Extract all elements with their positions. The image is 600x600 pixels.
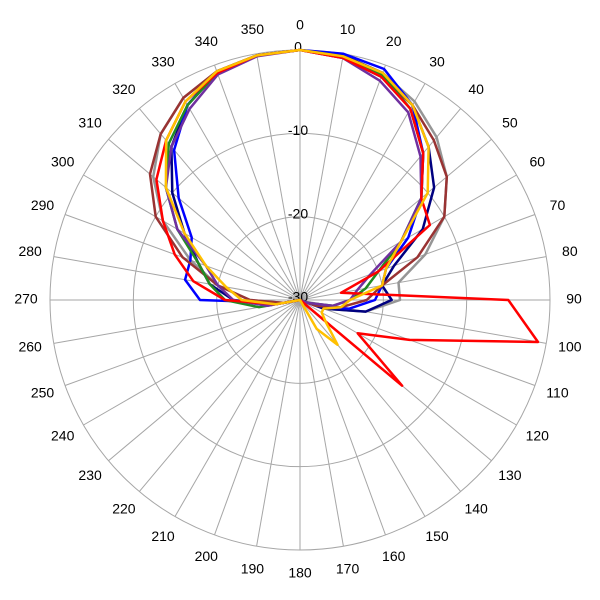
angle-label: 40 <box>468 81 484 97</box>
angle-label: 170 <box>336 561 360 577</box>
spoke <box>64 299 301 386</box>
angle-label: 270 <box>14 291 38 307</box>
spoke <box>299 64 386 301</box>
angle-label: 50 <box>502 115 518 131</box>
spoke <box>214 64 301 301</box>
angle-label: 70 <box>550 197 566 213</box>
grid-circle <box>132 132 468 468</box>
angle-label: 260 <box>18 338 42 354</box>
angle-label: 280 <box>18 243 42 259</box>
angle-label: 340 <box>195 33 219 49</box>
angle-label: 150 <box>425 528 449 544</box>
radial-label: 0 <box>294 39 302 55</box>
spoke <box>299 299 462 492</box>
radial-label: -20 <box>288 205 308 221</box>
spoke <box>108 138 301 301</box>
angle-label: 180 <box>288 565 312 581</box>
spoke <box>299 299 517 426</box>
spoke <box>83 299 301 426</box>
angle-label: 220 <box>112 501 136 517</box>
angle-label: 120 <box>526 428 550 444</box>
angle-label: 190 <box>241 561 265 577</box>
angle-label: 330 <box>151 53 175 69</box>
angle-label: 0 <box>296 17 304 33</box>
spoke <box>299 299 426 517</box>
angle-label: 140 <box>464 501 488 517</box>
angle-label: 110 <box>546 384 569 400</box>
angle-label: 100 <box>558 338 582 354</box>
spoke <box>108 299 301 462</box>
angle-label: 290 <box>31 197 55 213</box>
angle-label: 230 <box>78 467 102 483</box>
angle-label: 200 <box>195 548 219 564</box>
spoke <box>299 53 344 301</box>
spoke <box>174 299 301 517</box>
spoke <box>214 299 301 536</box>
spoke <box>256 53 301 301</box>
spoke <box>299 299 386 536</box>
spoke <box>299 138 492 301</box>
angle-label: 80 <box>562 243 578 259</box>
angle-label: 20 <box>386 33 402 49</box>
spoke <box>256 299 301 547</box>
angle-label: 300 <box>51 154 75 170</box>
angle-label: 320 <box>112 81 136 97</box>
angle-label: 350 <box>241 21 265 37</box>
angle-label: 130 <box>498 467 522 483</box>
series-line <box>155 48 540 387</box>
spoke <box>299 299 344 547</box>
spoke <box>174 83 301 301</box>
angle-label: 160 <box>382 548 406 564</box>
angle-label: 210 <box>151 528 175 544</box>
series-line <box>164 48 423 308</box>
spoke <box>138 299 301 492</box>
angle-label: 310 <box>78 115 102 131</box>
spoke <box>53 256 301 301</box>
angle-label: 250 <box>31 384 55 400</box>
series-line <box>164 48 430 346</box>
angle-label: 60 <box>530 154 546 170</box>
angle-label: 30 <box>429 53 445 69</box>
radial-label: -10 <box>288 122 308 138</box>
angle-label: 10 <box>340 21 356 37</box>
spoke <box>299 299 536 386</box>
angle-label: 240 <box>51 428 75 444</box>
spoke <box>299 83 426 301</box>
angle-label: 90 <box>566 291 582 307</box>
